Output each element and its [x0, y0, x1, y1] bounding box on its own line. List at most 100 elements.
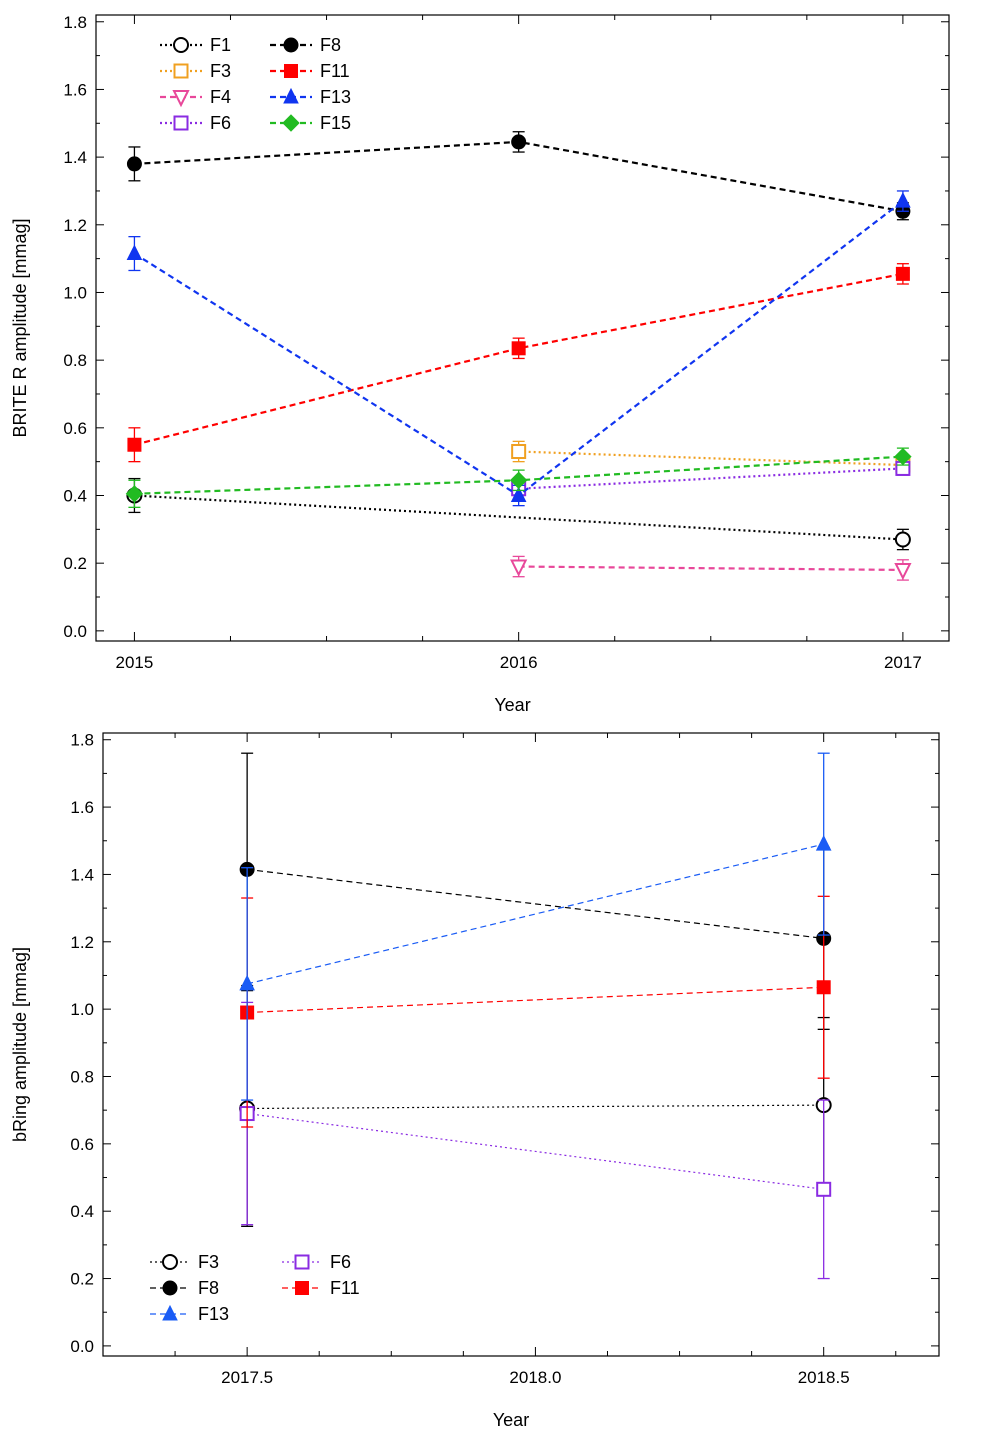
series-f6 [511, 460, 911, 497]
y-tick-label: 1.2 [63, 216, 87, 235]
y-tick-label: 0.0 [70, 1337, 94, 1356]
data-point [125, 485, 144, 503]
y-tick-label: 0.6 [63, 419, 87, 438]
data-point [816, 1181, 832, 1197]
legend-label: F11 [330, 1278, 360, 1298]
series-line [134, 494, 903, 541]
legend-marker [295, 1281, 309, 1295]
x-axis-label: Year [494, 695, 530, 715]
data-point [894, 447, 912, 466]
legend: F3 F8 F13 F6 F11 [150, 1252, 360, 1324]
y-tick-label: 1.0 [63, 283, 87, 302]
legend-entry-f13: F13 [270, 87, 351, 107]
legend-label: F15 [320, 113, 351, 133]
series-line [247, 1104, 824, 1110]
legend-entry-f1: F1 [160, 35, 231, 55]
chart-1: 0.0 0.2 0.4 0.6 0.8 1.0 1.2 1.4 1.6 1.8 2015 2016 20… [10, 13, 950, 715]
data-point [127, 437, 142, 452]
legend-entry-f11: F11 [270, 61, 350, 81]
legend-marker [282, 114, 300, 132]
legend-marker [294, 1254, 310, 1270]
data-point [895, 191, 911, 208]
legend-entry-f4: F4 [160, 87, 231, 108]
data-point [895, 266, 910, 281]
plot-frame [95, 14, 950, 642]
series-f4 [510, 555, 912, 581]
series-f8 [126, 131, 911, 221]
legend-entry-f8: F8 [150, 1278, 219, 1298]
series-line [246, 843, 824, 985]
data-point [126, 156, 142, 172]
y-tick-label: 1.2 [70, 933, 94, 952]
y-tick-label: 0.8 [63, 351, 87, 370]
y-tick-label: 1.8 [63, 13, 87, 32]
x-tick-label: 2018.0 [509, 1368, 561, 1387]
plot-frame [102, 732, 940, 1357]
series-f13 [126, 190, 911, 507]
legend-label: F6 [330, 1252, 351, 1272]
y-tick-label: 1.8 [70, 731, 94, 750]
legend-entry-f6: F6 [160, 113, 231, 133]
data-point [511, 444, 527, 460]
legend-entry-f6: F6 [282, 1252, 351, 1272]
legend-label: F13 [198, 1304, 229, 1324]
data-point [511, 341, 526, 356]
y-tick-label: 1.6 [70, 798, 94, 817]
y-tick-label: 1.4 [63, 148, 87, 167]
data-point [510, 559, 528, 577]
data-point [126, 244, 143, 261]
series-line [518, 467, 903, 490]
legend: F1 F3 F4 F6 F8 F11 F13 F15 [160, 35, 351, 133]
y-tick-label: 0.8 [70, 1067, 94, 1086]
legend-entry-f11: F11 [282, 1278, 360, 1298]
data-point [510, 486, 527, 502]
legend-marker [162, 1280, 178, 1296]
legend-marker [173, 63, 189, 79]
series-line [247, 986, 824, 1014]
y-axis-label: bRing amplitude [mmag] [10, 947, 30, 1142]
y-tick-label: 1.4 [70, 865, 94, 884]
y-tick-label: 0.2 [63, 554, 87, 573]
legend-label: F13 [320, 87, 351, 107]
series-f8 [239, 752, 832, 1030]
series-f6 [239, 1001, 832, 1280]
x-tick-label: 2017 [884, 653, 922, 672]
y-tick-label: 1.0 [70, 1000, 94, 1019]
legend-entry-f13: F13 [150, 1304, 229, 1324]
series-f3 [511, 440, 911, 473]
x-tick-label: 2016 [500, 653, 538, 672]
data-point [816, 980, 831, 995]
series-line [247, 1112, 824, 1190]
legend-marker [162, 1254, 178, 1270]
legend-label: F1 [210, 35, 231, 55]
x-tick-label: 2017.5 [221, 1368, 273, 1387]
legend-marker [284, 64, 298, 78]
legend-marker [172, 90, 190, 108]
y-tick-label: 0.2 [70, 1270, 94, 1289]
legend-entry-f3: F3 [150, 1252, 219, 1272]
data-point [511, 134, 527, 150]
legend-label: F3 [198, 1252, 219, 1272]
legend-label: F3 [210, 61, 231, 81]
legend-label: F6 [210, 113, 231, 133]
legend-marker [173, 37, 189, 53]
series-f3 [239, 989, 832, 1227]
y-axis-label: BRITE R amplitude [mmag] [10, 218, 30, 437]
data-point [509, 471, 528, 489]
legend-label: F4 [210, 87, 231, 107]
y-tick-label: 1.6 [63, 80, 87, 99]
series-line [518, 450, 903, 467]
series-line [134, 272, 904, 446]
legend-marker [162, 1304, 178, 1321]
legend-marker [283, 87, 299, 104]
y-tick-label: 0.4 [63, 486, 87, 505]
series-f15 [125, 447, 912, 508]
series-line [247, 868, 824, 940]
series-f11 [127, 263, 910, 463]
data-point [815, 835, 832, 851]
legend-marker [283, 37, 299, 53]
x-tick-label: 2015 [116, 653, 154, 672]
chart-2: 0.0 0.2 0.4 0.6 0.8 1.0 1.2 1.4 1.6 1.8 2017.5 2018… [10, 731, 940, 1430]
series-line [518, 565, 903, 572]
